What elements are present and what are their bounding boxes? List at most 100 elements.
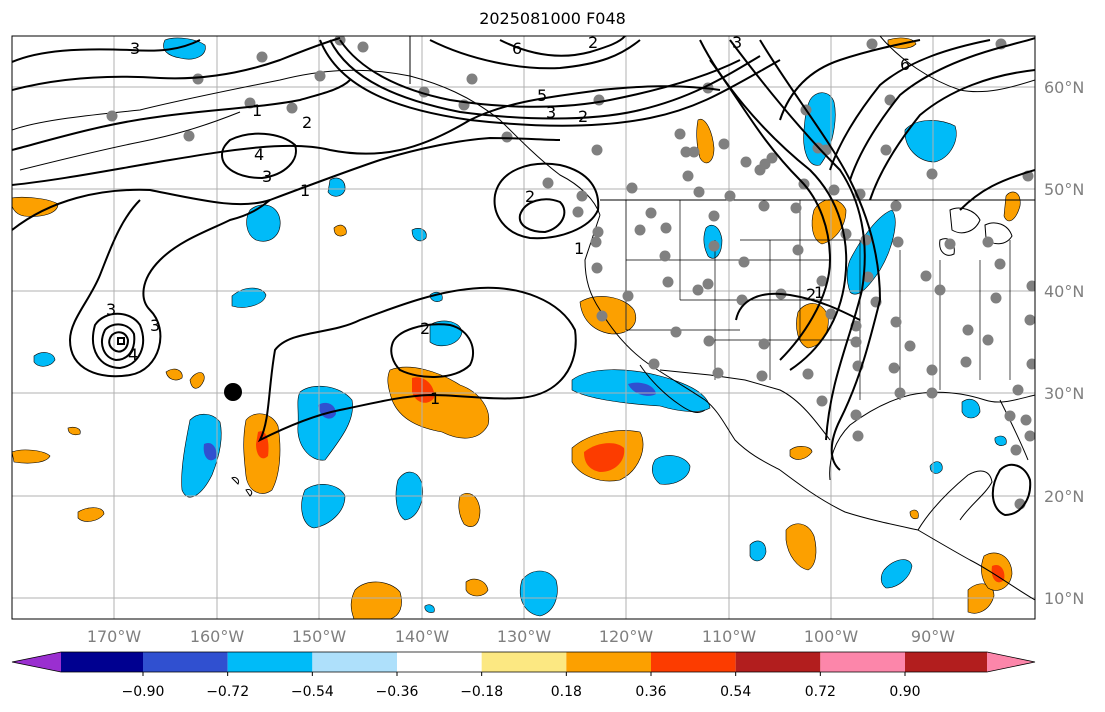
- map-frame: [11, 35, 1036, 620]
- contour-label: 2: [806, 285, 816, 304]
- negative-anomaly-patch: [203, 442, 217, 461]
- positive-anomaly-patch: [789, 446, 813, 460]
- yucatan: [917, 470, 993, 531]
- positive-anomaly-patch: [333, 224, 347, 237]
- colorbar-tick-label: −0.54: [291, 684, 334, 700]
- colorbar-tick-label: 0.36: [635, 684, 666, 700]
- longitude-labels: 170°W 160°W 150°W 140°W 130°W 120°W 110°…: [87, 627, 955, 646]
- positive-anomaly-patch: [77, 507, 105, 522]
- contour-label: 1: [814, 283, 824, 302]
- contour-label: 6: [900, 55, 910, 74]
- map-title: 2025081000 F048: [479, 9, 626, 28]
- positive-anomaly-patch: [67, 426, 81, 436]
- contour-label: 3: [150, 316, 160, 335]
- negative-anomaly-patch: [880, 559, 913, 589]
- contour-label: 2: [302, 113, 312, 132]
- lon-label-150w: 150°W: [292, 627, 347, 646]
- lat-label-20n: 20°N: [1044, 487, 1084, 506]
- negative-anomaly-patch: [246, 204, 281, 242]
- contour-label: 3: [546, 103, 556, 122]
- contour-label: 1: [574, 239, 584, 258]
- colorbar-swatch: [312, 652, 397, 672]
- colorbar-swatch: [481, 652, 567, 672]
- negative-anomaly-patch: [327, 177, 346, 197]
- colorbar-tick-label: 0.72: [805, 684, 836, 700]
- contour-label: 2: [525, 187, 535, 206]
- negative-anomaly-patch: [33, 352, 56, 367]
- contour-label: 3: [106, 300, 116, 319]
- positive-anomaly-patch: [350, 581, 402, 619]
- hawaii-islands: [231, 477, 253, 497]
- positive-anomaly-patch: [579, 296, 636, 335]
- negative-anomaly-patch: [749, 540, 767, 562]
- contour-label: 4: [128, 345, 138, 364]
- colorbar-swatch: [566, 652, 651, 672]
- positive-anomaly-patch: [458, 493, 481, 527]
- latitude-labels: 60°N 50°N 40°N 30°N 20°N 10°N: [1044, 78, 1084, 608]
- positive-anomaly-patch: [909, 509, 919, 520]
- aleutian-chain: [19, 111, 241, 171]
- colorbar-swatch: [735, 652, 821, 672]
- colorbar-extension-low: [12, 652, 61, 672]
- lat-label-30n: 30°N: [1044, 384, 1084, 403]
- colorbar-tick-label: −0.72: [206, 684, 249, 700]
- negative-anomaly-patch: [411, 228, 427, 242]
- alaska-coast: [12, 69, 601, 216]
- lat-label-40n: 40°N: [1044, 282, 1084, 301]
- negative-anomaly-patch: [904, 120, 957, 163]
- colorbar-swatch: [905, 652, 987, 672]
- colorbar-tick-label: −0.18: [460, 684, 503, 700]
- contour-label: 2: [578, 107, 588, 126]
- negative-anomaly-patch: [994, 435, 1007, 446]
- station-markers: [106, 36, 1035, 510]
- lat-label-60n: 60°N: [1044, 78, 1084, 97]
- negative-anomaly-patch: [301, 484, 346, 529]
- coastlines: [12, 36, 1035, 601]
- contour-lines: [12, 36, 1035, 517]
- gridlines: [12, 36, 1035, 619]
- positive-anomaly-patch: [12, 196, 59, 217]
- negative-anomaly-patch: [961, 399, 981, 419]
- negative-anomaly-patch: [181, 413, 222, 498]
- contour-label: 5: [537, 86, 547, 105]
- colorbar-swatch: [651, 652, 736, 672]
- lon-label-110w: 110°W: [702, 627, 757, 646]
- colorbar-swatch: [61, 652, 143, 672]
- colorbar-tick-label: 0.54: [720, 684, 751, 700]
- negative-anomaly-patch: [297, 385, 353, 461]
- florida: [999, 399, 1029, 461]
- colorbar-swatch: [397, 652, 482, 672]
- lat-label-50n: 50°N: [1044, 180, 1084, 199]
- location-marker: [224, 383, 242, 401]
- colorbar-tick-label: −0.36: [376, 684, 419, 700]
- colorbar-swatch: [227, 652, 313, 672]
- negative-anomaly-patch: [231, 287, 267, 308]
- colorbar-extension-high: [987, 652, 1035, 672]
- positive-anomaly-patch: [12, 449, 51, 464]
- lon-label-120w: 120°W: [599, 627, 654, 646]
- positive-anomaly-patch: [1003, 191, 1021, 222]
- negative-anomaly-patch: [424, 604, 435, 613]
- lon-label-140w: 140°W: [395, 627, 450, 646]
- positive-anomaly-patch: [696, 118, 715, 164]
- gulf-coast: [829, 391, 1035, 481]
- positive-anomaly-patch: [785, 523, 817, 571]
- colorbar-outline: [11, 651, 1036, 673]
- contour-label: 6: [512, 39, 522, 58]
- positive-anomaly-patch: [465, 578, 489, 597]
- positive-anomaly-patch: [584, 443, 625, 472]
- contour-label: 1: [430, 389, 440, 408]
- contour-label: 2: [420, 319, 430, 338]
- contour-label: 2: [588, 33, 598, 52]
- positive-anomaly-patch: [189, 372, 205, 389]
- lon-label-160w: 160°W: [190, 627, 245, 646]
- negative-anomaly-patch: [651, 455, 691, 485]
- contour-label: 3: [130, 39, 140, 58]
- contour-label: 3: [262, 167, 272, 186]
- contour-label: 4: [254, 145, 264, 164]
- negative-anomaly-patch: [846, 209, 896, 295]
- lon-label-170w: 170°W: [87, 627, 142, 646]
- mexico-coast: [779, 469, 1035, 601]
- positive-anomaly-patch: [165, 368, 183, 381]
